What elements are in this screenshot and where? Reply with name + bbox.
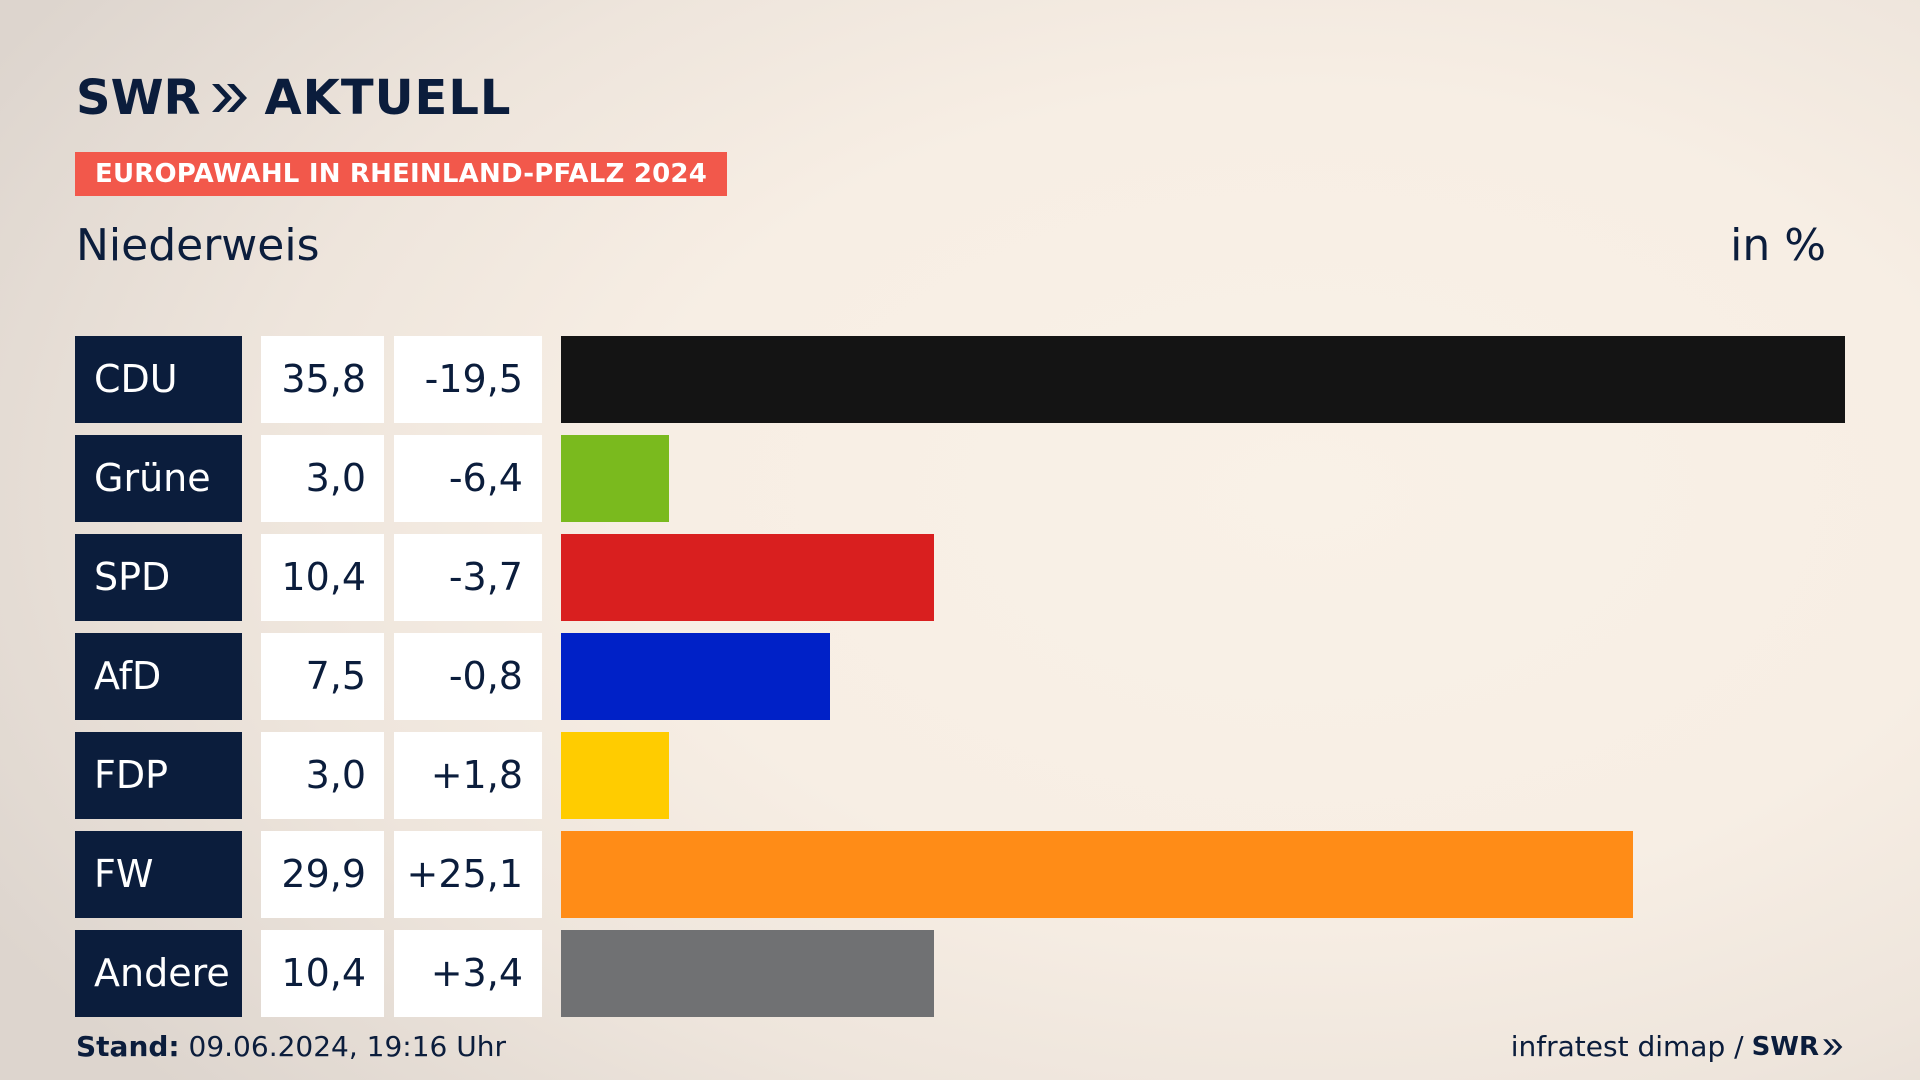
party-label: CDU [75,336,242,423]
party-label: Grüne [75,435,242,522]
result-bar [561,534,934,621]
party-label: SPD [75,534,242,621]
source-text: infratest dimap / [1510,1030,1744,1063]
swr-small-logo-text: SWR [1751,1031,1819,1062]
double-chevron-icon [212,84,248,112]
unit-label: in % [1730,220,1826,271]
result-row: SPD 10,4 -3,7 [75,534,1845,621]
vote-share-label: 3,0 [261,435,384,522]
double-chevron-small-icon [1823,1038,1843,1055]
party-label: FDP [75,732,242,819]
vote-share-label: 10,4 [261,534,384,621]
source-credit: infratest dimap / SWR [1511,1030,1844,1063]
aktuell-logo-text: AKTUELL [264,70,512,126]
party-label: FW [75,831,242,918]
swr-small-logo: SWR [1752,1032,1844,1062]
result-bar [561,831,1633,918]
result-row: FDP 3,0 +1,8 [75,732,1845,819]
result-row: Grüne 3,0 -6,4 [75,435,1845,522]
result-bar [561,633,830,720]
change-label: -19,5 [394,336,542,423]
change-label: -6,4 [394,435,542,522]
vote-share-label: 7,5 [261,633,384,720]
result-row: CDU 35,8 -19,5 [75,336,1845,423]
party-label: Andere [75,930,242,1017]
vote-share-label: 3,0 [261,732,384,819]
timestamp: Stand: 09.06.2024, 19:16 Uhr [76,1030,506,1063]
vote-share-label: 10,4 [261,930,384,1017]
vote-share-label: 29,9 [261,831,384,918]
party-label: AfD [75,633,242,720]
result-bar [561,336,1845,423]
change-label: -0,8 [394,633,542,720]
place-title: Niederweis [76,220,320,271]
swr-aktuell-logo: SWR AKTUELL [76,70,512,126]
swr-logo-text: SWR [76,70,201,126]
change-label: -3,7 [394,534,542,621]
result-row: FW 29,9 +25,1 [75,831,1845,918]
election-kicker: EUROPAWAHL IN RHEINLAND-PFALZ 2024 [75,152,727,196]
vote-share-label: 35,8 [261,336,384,423]
change-label: +1,8 [394,732,542,819]
stand-value: 09.06.2024, 19:16 Uhr [188,1030,506,1063]
result-bar [561,930,934,1017]
result-bar [561,435,669,522]
stand-label: Stand: [76,1030,180,1063]
change-label: +25,1 [394,831,542,918]
change-label: +3,4 [394,930,542,1017]
result-row: Andere 10,4 +3,4 [75,930,1845,1017]
result-bar [561,732,669,819]
result-row: AfD 7,5 -0,8 [75,633,1845,720]
